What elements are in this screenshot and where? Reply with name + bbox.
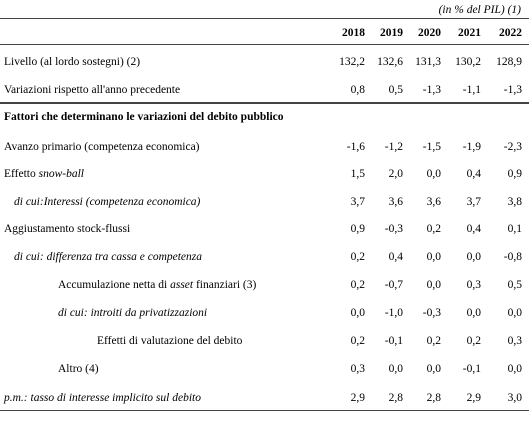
cell-value: 0,0 [388, 363, 403, 375]
cell-value: 0,0 [426, 363, 441, 375]
cell-value: 0,5 [507, 279, 522, 291]
label-part: Effetto [4, 168, 39, 180]
cell-value: 132,6 [377, 56, 403, 68]
cell-value: 128,9 [496, 56, 522, 68]
cell-value: 2,0 [388, 168, 403, 180]
rule [0, 18, 529, 19]
cell-value: 0,0 [507, 363, 522, 375]
cell-value: -0,3 [384, 223, 403, 235]
cell-value: 0,8 [350, 84, 365, 96]
cell-value: 130,2 [455, 56, 481, 68]
cell-value: 132,2 [339, 56, 365, 68]
cell-value: 0,0 [350, 307, 365, 319]
cell-value: 0,5 [388, 84, 403, 96]
cell-value: 3,6 [388, 196, 403, 208]
cell-value: -0,1 [384, 335, 403, 347]
cell-value: 0,0 [466, 307, 481, 319]
label-part: finanziari (3) [193, 279, 257, 291]
cell-value: 0,3 [507, 335, 522, 347]
rule [0, 44, 529, 45]
cell-value: 0,3 [466, 279, 481, 291]
cell-value: 3,7 [350, 196, 365, 208]
cell-value: 0,2 [426, 223, 441, 235]
cell-value: -1,5 [422, 141, 441, 153]
cell-value: 0,4 [388, 251, 403, 263]
cell-value: 0,0 [426, 279, 441, 291]
cell-value: 0,0 [466, 251, 481, 263]
row-label: Effetto snow-ball [4, 167, 84, 181]
unit-note: (in % del PIL) (1) [438, 4, 521, 16]
row-label: di cui: differenza tra cassa e competenz… [14, 251, 203, 263]
cell-value: -0,1 [462, 363, 481, 375]
cell-value: 0,9 [507, 168, 522, 180]
cell-value: -0,3 [422, 307, 441, 319]
row-label: di cui:Interessi (competenza economica) [14, 196, 201, 208]
cell-value: -1,3 [503, 84, 522, 96]
cell-value: 0,2 [466, 335, 481, 347]
cell-value: 0,3 [350, 363, 365, 375]
cell-value: 0,2 [426, 335, 441, 347]
cell-value: 3,7 [466, 196, 481, 208]
year-header: 2022 [499, 27, 522, 39]
row-label: Aggiustamento stock-flussi [4, 223, 131, 235]
cell-value: -0,7 [384, 279, 403, 291]
row-label: Altro (4) [58, 363, 99, 375]
cell-value: 3,0 [507, 392, 522, 404]
row-label: Effetti di valutazione del debito [97, 335, 243, 347]
cell-value: 0,0 [507, 307, 522, 319]
cell-value: 1,5 [350, 168, 365, 180]
cell-value: 3,6 [426, 196, 441, 208]
cell-value: -1,2 [384, 141, 403, 153]
cell-value: 0,1 [507, 223, 522, 235]
year-header: 2018 [342, 27, 365, 39]
rule [0, 410, 529, 411]
cell-value: 2,8 [426, 392, 441, 404]
rule [0, 102, 529, 104]
cell-value: 0,2 [350, 279, 365, 291]
row-label: Avanzo primario (competenza economica) [4, 141, 200, 153]
label-part: asset [170, 279, 194, 291]
year-header: 2019 [380, 27, 403, 39]
cell-value: 0,9 [350, 223, 365, 235]
cell-value: -1,6 [346, 141, 365, 153]
cell-value: 0,2 [350, 251, 365, 263]
section-title: Fattori che determinano le variazioni de… [4, 111, 284, 123]
year-header: 2021 [458, 27, 481, 39]
row-label: Livello (al lordo sostegni) (2) [4, 56, 141, 68]
cell-value: 0,0 [426, 168, 441, 180]
cell-value: -0,8 [503, 251, 522, 263]
cell-value: -1,3 [422, 84, 441, 96]
cell-value: 0,4 [466, 168, 481, 180]
cell-value: 3,8 [507, 196, 522, 208]
label-part: snow-ball [38, 168, 84, 180]
row-label: p.m.: tasso di interesse implicito sul d… [4, 392, 201, 404]
row-label: di cui: introiti da privatizzazioni [58, 307, 208, 319]
cell-value: 2,8 [388, 392, 403, 404]
cell-value: -1,1 [462, 84, 481, 96]
row-label: Variazioni rispetto all'anno precedente [4, 84, 181, 96]
cell-value: -2,3 [503, 141, 522, 153]
row-label: Accumulazione netta di asset finanziari … [58, 278, 256, 292]
cell-value: 0,2 [350, 335, 365, 347]
cell-value: 131,3 [415, 56, 441, 68]
cell-value: 0,4 [466, 223, 481, 235]
cell-value: 2,9 [350, 392, 365, 404]
label-part: Accumulazione netta di [58, 279, 171, 291]
cell-value: 2,9 [466, 392, 481, 404]
cell-value: -1,9 [462, 141, 481, 153]
cell-value: 0,0 [426, 251, 441, 263]
year-header: 2020 [418, 27, 441, 39]
cell-value: -1,0 [384, 307, 403, 319]
